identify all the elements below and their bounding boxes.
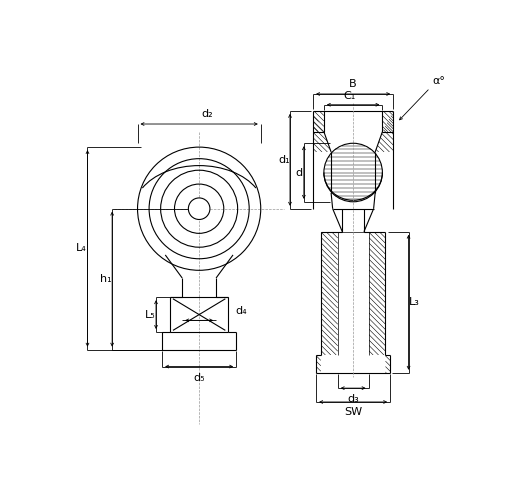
Text: L₄: L₄ [76,244,87,253]
Text: d₅: d₅ [193,373,205,383]
Text: d₁: d₁ [278,155,290,165]
Text: C₁: C₁ [343,91,356,101]
Text: B: B [349,80,357,89]
Text: L₅: L₅ [144,309,155,320]
Text: d₄: d₄ [236,306,247,316]
Text: α°: α° [432,76,445,85]
Text: L₃: L₃ [409,297,420,307]
Text: d: d [295,167,303,178]
Text: h₁: h₁ [100,274,112,284]
Circle shape [188,198,210,220]
Text: d₂: d₂ [201,109,213,120]
Text: d₃: d₃ [347,393,359,404]
Text: SW: SW [344,407,362,417]
